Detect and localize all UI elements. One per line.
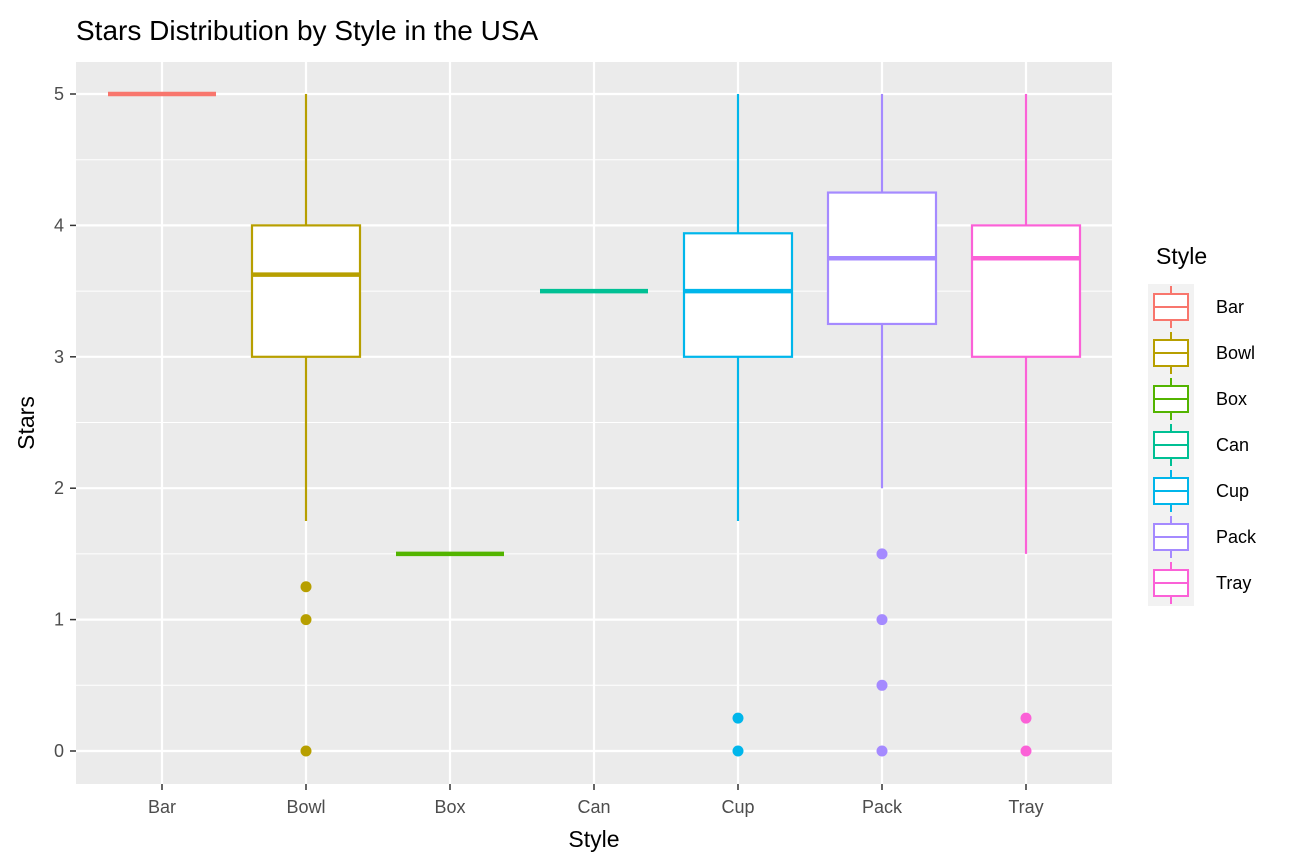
box-bowl [250, 94, 362, 757]
outlier-point [876, 745, 888, 757]
legend-label: Can [1216, 435, 1249, 455]
y-axis-title: Stars [13, 396, 39, 450]
legend-label: Pack [1216, 527, 1257, 547]
legend-label: Cup [1216, 481, 1249, 501]
outlier-point [732, 712, 744, 724]
legend-item-tray: Tray [1148, 560, 1251, 606]
x-tick-label: Bar [148, 797, 176, 817]
box-body [682, 232, 794, 358]
x-tick-label: Bowl [286, 797, 325, 817]
legend-item-bar: Bar [1148, 284, 1244, 330]
legend-title: Style [1156, 243, 1207, 269]
x-axis-title: Style [568, 826, 619, 852]
box-pack [826, 94, 938, 757]
y-tick-label: 4 [54, 215, 64, 235]
outlier-point [732, 745, 744, 757]
legend-item-cup: Cup [1148, 468, 1249, 514]
x-tick-label: Pack [862, 797, 903, 817]
y-tick-label: 2 [54, 478, 64, 498]
legend-item-bowl: Bowl [1148, 330, 1255, 376]
outlier-point [876, 548, 888, 560]
box-body [970, 224, 1082, 358]
boxes [108, 91, 1082, 757]
x-tick-label: Box [434, 797, 465, 817]
legend-label: Bar [1216, 297, 1244, 317]
legend-item-box: Box [1148, 376, 1247, 422]
chart-title: Stars Distribution by Style in the USA [76, 15, 539, 46]
y-tick-label: 1 [54, 610, 64, 630]
x-axis-ticks: Bar Bowl Box Can Cup Pack Tray [148, 784, 1044, 817]
y-tick-label: 5 [54, 84, 64, 104]
box-tray [970, 94, 1082, 757]
outlier-point [876, 679, 888, 691]
grid-lines [76, 62, 1112, 784]
outlier-point [300, 614, 312, 626]
legend-item-pack: Pack [1148, 514, 1257, 560]
box-cup [682, 94, 794, 757]
outlier-point [300, 745, 312, 757]
box-body [250, 224, 362, 358]
y-tick-label: 0 [54, 741, 64, 761]
legend: Style Bar Bowl Box Can Cup Pack Tray [1148, 243, 1257, 606]
legend-item-can: Can [1148, 422, 1249, 468]
y-tick-label: 3 [54, 347, 64, 367]
legend-label: Tray [1216, 573, 1251, 593]
legend-label: Box [1216, 389, 1247, 409]
x-tick-label: Cup [721, 797, 754, 817]
outlier-point [1020, 712, 1032, 724]
outlier-point [1020, 745, 1032, 757]
outlier-point [876, 614, 888, 626]
outlier-point [300, 581, 312, 593]
y-axis-ticks: 0 1 2 3 4 5 [54, 84, 76, 761]
x-tick-label: Can [577, 797, 610, 817]
x-tick-label: Tray [1008, 797, 1043, 817]
legend-label: Bowl [1216, 343, 1255, 363]
